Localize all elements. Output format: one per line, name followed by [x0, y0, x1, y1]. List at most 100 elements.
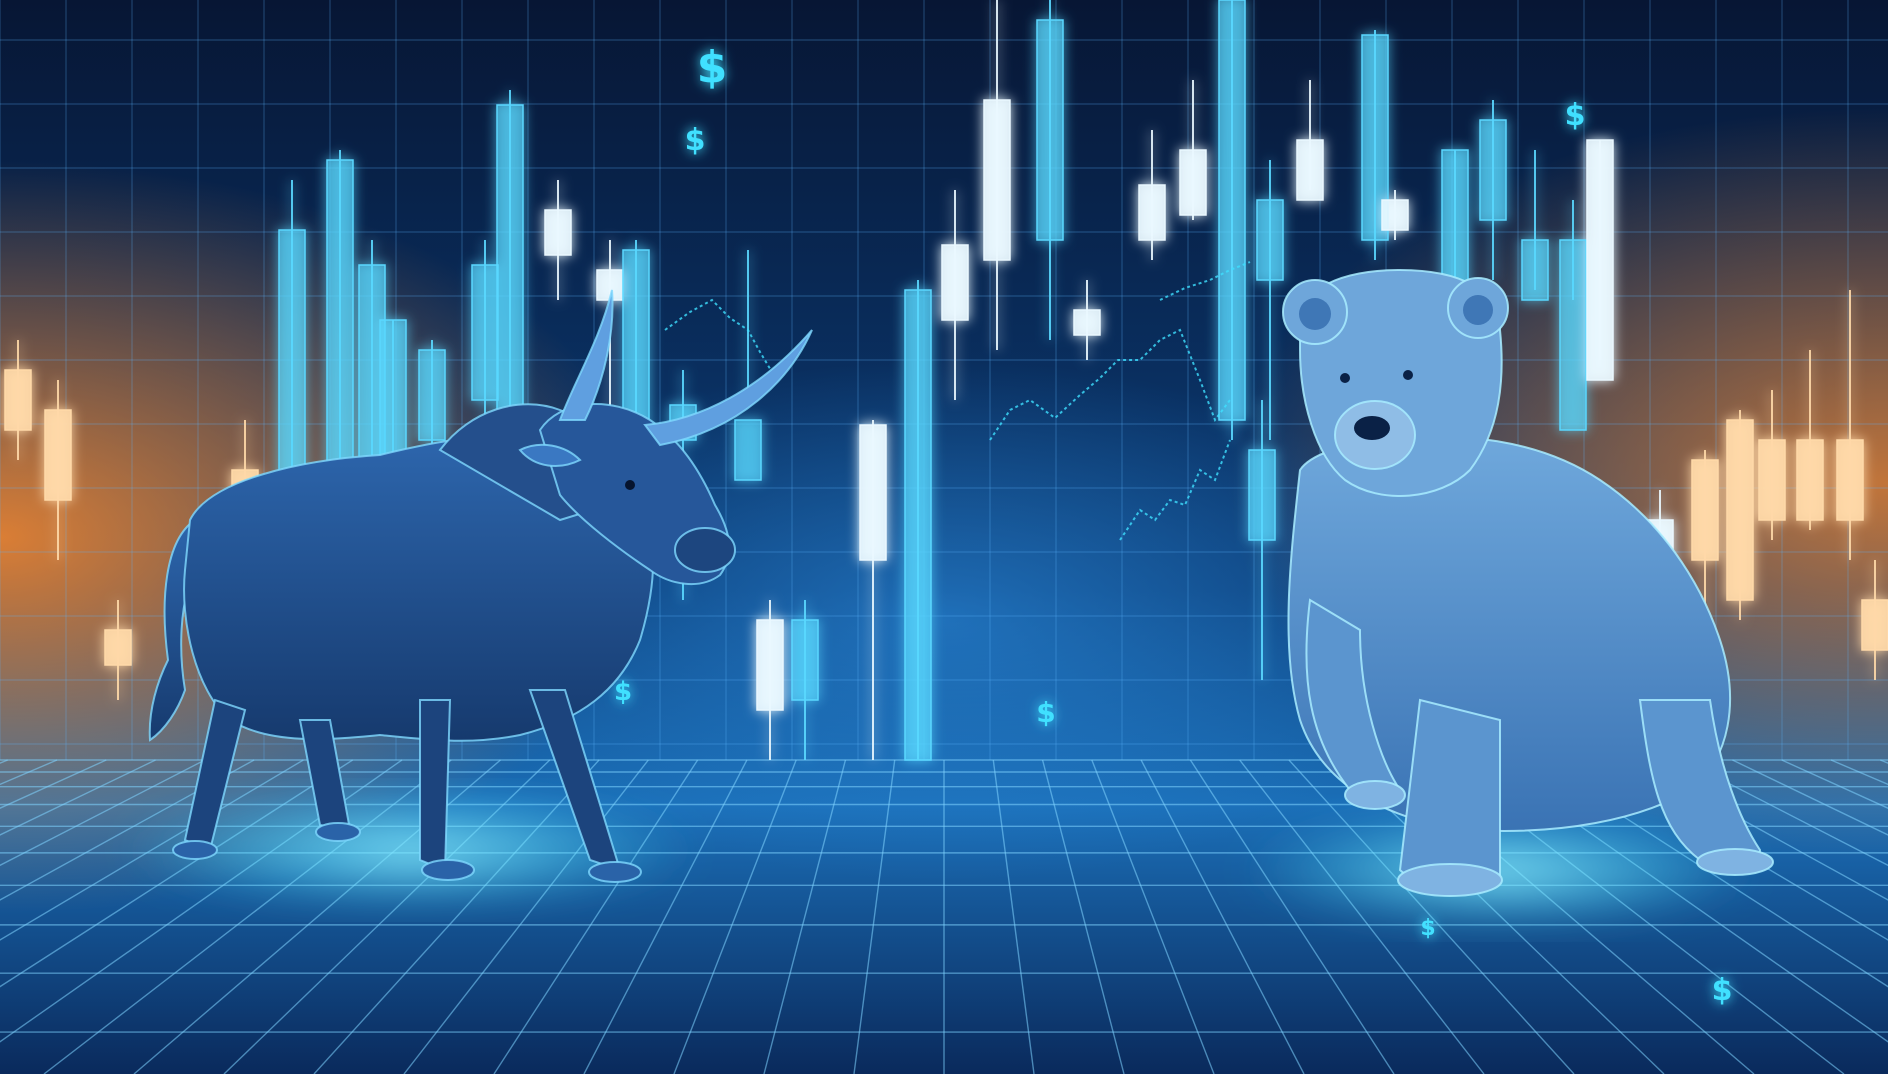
candlestick-icon — [4, 340, 32, 460]
candle-body — [544, 209, 572, 256]
candlestick-icon — [1036, 0, 1064, 340]
dollar-icon: $ — [1565, 98, 1586, 133]
candlestick-icon — [544, 180, 572, 300]
candle-body — [791, 619, 819, 701]
candle-body — [379, 319, 407, 471]
line-chart-center — [989, 328, 1231, 441]
candlestick-icon — [1861, 560, 1888, 680]
floor-line — [0, 759, 156, 836]
candle-body — [1218, 0, 1246, 421]
candle-body — [1479, 119, 1507, 221]
candle-body — [983, 99, 1011, 261]
candle-body — [1138, 184, 1166, 241]
candlestick-icon — [1479, 100, 1507, 280]
candlestick-icon — [104, 600, 132, 700]
candlestick-icon — [44, 380, 72, 560]
bull-ear — [518, 443, 582, 467]
bear-paw — [1696, 848, 1774, 876]
bull-leg-front-left — [419, 699, 452, 872]
floor-line — [763, 759, 847, 1074]
candle-body — [734, 419, 762, 481]
candlestick-icon — [1296, 80, 1324, 201]
dollar-icon: $ — [614, 677, 632, 707]
floor-line — [0, 759, 255, 901]
candlestick-icon — [1836, 290, 1864, 560]
candlestick-icon — [1248, 400, 1276, 680]
bull-snout — [674, 527, 736, 573]
floor-line — [1732, 759, 1888, 836]
floor-line — [1041, 759, 1125, 1074]
floor-line — [493, 759, 699, 1074]
floor-line — [853, 759, 896, 1074]
bear-eye-right — [1403, 370, 1413, 380]
bull-hoof — [172, 840, 218, 860]
bear-figure — [1282, 268, 1774, 897]
bear-ear-left-inner — [1299, 298, 1331, 330]
bull-hoof — [315, 822, 361, 842]
candlestick-icon — [1559, 200, 1587, 431]
candlestick-icon — [1073, 280, 1101, 360]
candle-body — [1726, 419, 1754, 601]
candle-body — [1758, 439, 1786, 521]
bear-eye-left — [1340, 373, 1350, 383]
bull-floor-glow — [120, 790, 700, 910]
candle-body — [1796, 439, 1824, 521]
bear-nose — [1354, 416, 1390, 440]
bear-ear-right-inner — [1463, 295, 1493, 325]
bull-hoof — [588, 861, 642, 883]
candle-body — [104, 629, 132, 666]
candle-body — [1586, 139, 1614, 381]
candle-body — [1248, 449, 1276, 541]
candlestick-icon — [791, 600, 819, 760]
candle-body — [756, 619, 784, 711]
candle-body — [44, 409, 72, 501]
candle-body — [1073, 309, 1101, 336]
line-chart-icon — [664, 261, 1251, 541]
candle-body — [904, 289, 932, 761]
bear-paw — [1344, 780, 1406, 810]
candle-body — [1836, 439, 1864, 521]
line-chart-center-2 — [1119, 439, 1231, 541]
floor-line — [1682, 759, 1888, 867]
candle-body — [859, 424, 887, 561]
floor-line — [1140, 759, 1305, 1074]
candlestick-icon — [1691, 450, 1719, 620]
bear-paw — [1397, 863, 1503, 897]
candle-body — [4, 369, 32, 431]
candlestick-icon — [859, 420, 887, 760]
candle-body — [1036, 19, 1064, 241]
candlestick-icon — [1218, 0, 1246, 440]
line-chart-right — [1159, 261, 1251, 301]
bull-horn-right — [643, 329, 813, 447]
floor-line — [0, 759, 206, 867]
candlestick-icon — [1796, 350, 1824, 530]
dollar-icon: $ — [1712, 973, 1733, 1008]
candlestick-icon — [941, 190, 969, 400]
candlestick-icon — [904, 280, 932, 761]
candle-body — [941, 244, 969, 321]
candlestick-icon — [734, 250, 762, 481]
candlestick-icon — [1758, 390, 1786, 540]
candle-body — [1381, 199, 1409, 231]
candlestick-icon — [1138, 130, 1166, 260]
bull-eye — [625, 480, 635, 490]
floor-line — [992, 759, 1035, 1074]
dollar-icon: $ — [1036, 696, 1055, 729]
floor-line — [673, 759, 797, 1074]
candle-body — [1296, 139, 1324, 201]
candlestick-icon — [756, 600, 784, 760]
bull-body — [183, 435, 655, 742]
candle-body — [1179, 149, 1207, 216]
dollar-icons: $ $ $ $ $ $ $ — [614, 42, 1732, 1008]
candle-body — [471, 264, 499, 401]
bull-hoof — [421, 859, 475, 881]
candlestick-icon — [1381, 190, 1409, 240]
candlestick-icon — [983, 0, 1011, 350]
candlestick-icon — [1521, 150, 1549, 301]
floor-line — [1091, 759, 1215, 1074]
candle-body — [496, 104, 524, 421]
candle-body — [418, 349, 446, 441]
candlestick-icon — [1726, 410, 1754, 620]
